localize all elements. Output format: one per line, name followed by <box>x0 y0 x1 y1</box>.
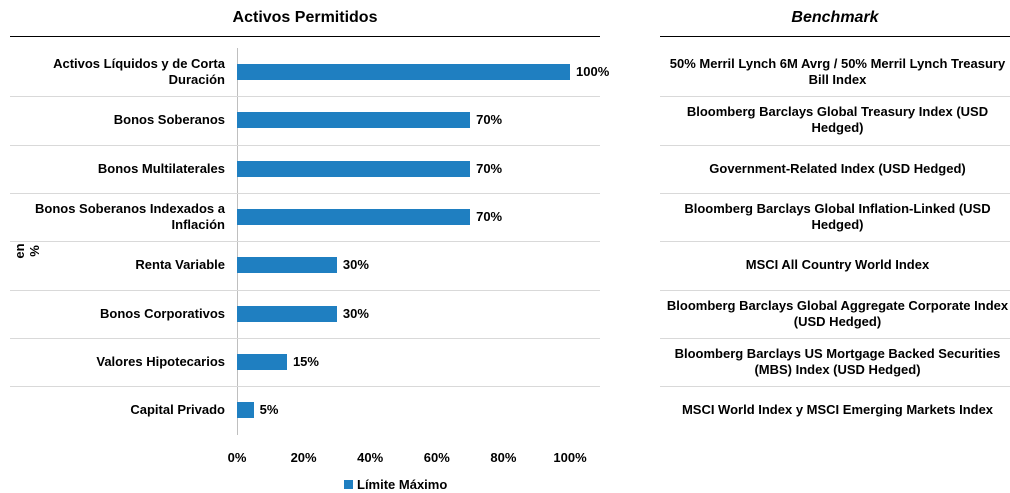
bar <box>237 160 471 177</box>
category-label: Valores Hipotecarios <box>96 353 225 369</box>
value-label: 15% <box>292 353 319 369</box>
category-label: Bonos Multilaterales <box>97 160 225 176</box>
bar <box>237 305 337 322</box>
x-tick-label: 0% <box>227 450 247 465</box>
category-label: Capital Privado <box>130 402 225 418</box>
bar <box>237 209 471 226</box>
category-label: Bonos Corporativos <box>100 305 225 321</box>
category-label: Bonos Soberanos <box>113 112 225 128</box>
row-separator <box>660 337 1010 339</box>
legend-swatch <box>344 480 353 489</box>
row-separator <box>10 144 600 146</box>
value-label: 70% <box>476 112 503 128</box>
legend-label: Límite Máximo <box>357 477 448 492</box>
value-label: 5% <box>259 402 279 418</box>
x-tick-label: 60% <box>423 450 450 465</box>
row-separator <box>10 386 600 388</box>
value-label: 70% <box>476 209 503 225</box>
category-label: Activos Líquidos y de Corta Duración <box>53 56 225 88</box>
benchmark-rule <box>660 36 1010 37</box>
bar <box>237 112 471 129</box>
benchmark-row: Bloomberg Barclays Global Inflation-Link… <box>684 201 991 233</box>
benchmark-row: 50% Merril Lynch 6M Avrg / 50% Merril Ly… <box>669 56 1006 88</box>
value-label: 30% <box>342 305 369 321</box>
x-tick-label: 100% <box>553 450 587 465</box>
row-separator <box>10 337 600 339</box>
benchmark-title: Benchmark <box>791 9 879 26</box>
row-separator <box>660 144 1010 146</box>
row-separator <box>660 241 1010 243</box>
row-separator <box>660 289 1010 291</box>
benchmark-row: Bloomberg Barclays Global Treasury Index… <box>686 104 989 136</box>
row-separator <box>10 96 600 98</box>
value-label: 70% <box>476 160 503 176</box>
benchmark-row: Bloomberg Barclays Global Aggregate Corp… <box>666 297 1009 329</box>
row-separator <box>10 192 600 194</box>
row-separator <box>660 192 1010 194</box>
x-tick-label: 20% <box>290 450 317 465</box>
category-label: Bonos Soberanos Indexados a Inflación <box>35 201 225 233</box>
row-separator <box>10 241 600 243</box>
bar <box>237 402 254 419</box>
benchmark-row: MSCI All Country World Index <box>745 257 930 273</box>
benchmark-row: Government-Related Index (USD Hedged) <box>709 160 966 176</box>
x-tick-label: 40% <box>357 450 384 465</box>
title-rule <box>10 36 600 37</box>
row-separator <box>10 289 600 291</box>
row-separator <box>660 96 1010 98</box>
bar <box>237 257 337 274</box>
chart-title: Activos Permitidos <box>232 9 378 26</box>
benchmark-row: Bloomberg Barclays US Mortgage Backed Se… <box>674 345 1001 377</box>
category-label: Renta Variable <box>135 257 225 273</box>
row-separator <box>660 386 1010 388</box>
x-tick-label: 80% <box>490 450 517 465</box>
benchmark-row: MSCI World Index y MSCI Emerging Markets… <box>681 402 994 418</box>
bar <box>237 353 287 370</box>
value-label: 100% <box>576 64 610 80</box>
value-label: 30% <box>342 257 369 273</box>
bar <box>237 64 570 81</box>
